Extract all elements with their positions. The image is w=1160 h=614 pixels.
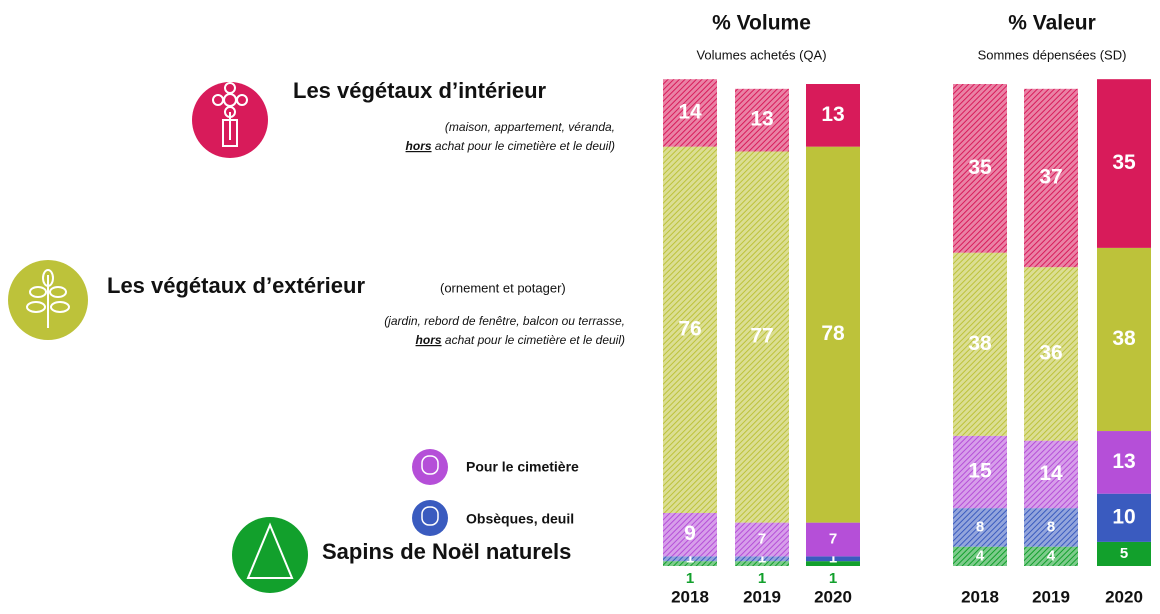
icon-interior-glyph — [212, 82, 248, 147]
value-label: 1 — [829, 570, 837, 587]
value-label: 36 — [1039, 341, 1062, 364]
value-label: 14 — [678, 100, 702, 123]
value-label: 15 — [968, 460, 992, 483]
value-label: 9 — [684, 522, 696, 545]
icons — [8, 82, 448, 593]
icon-cemetery-glyph — [421, 455, 439, 475]
chart-title: % Valeur — [1008, 12, 1096, 35]
legend-detail: (ornement et potager) — [440, 280, 566, 295]
icon-exterior-glyph — [26, 269, 70, 328]
bar-segment — [1097, 541, 1151, 566]
bar-segment — [735, 522, 789, 557]
bar-segment — [953, 508, 1007, 547]
value-label: 14 — [1039, 462, 1063, 485]
legend-name: Obsèques, deuil — [466, 511, 574, 527]
value-label: 1 — [758, 570, 766, 587]
bar-segment — [953, 546, 1007, 566]
note-text: achat pour le cimetière et le deuil) — [442, 333, 625, 347]
value-label: 13 — [821, 103, 844, 126]
bar-segment — [735, 556, 789, 562]
legend-name: Pour le cimetière — [466, 459, 579, 475]
value-label: 7 — [758, 530, 766, 547]
icon-funeral-glyph — [421, 506, 439, 526]
value-label: 13 — [1112, 450, 1135, 473]
bar-segment — [953, 252, 1007, 436]
value-label: 35 — [1112, 151, 1136, 174]
x-tick-label: 2020 — [1105, 587, 1143, 606]
bar-segment — [806, 84, 860, 147]
bar-segment — [953, 435, 1007, 509]
bar-segment — [806, 146, 860, 523]
value-label: 1 — [829, 550, 837, 567]
value-label: 78 — [821, 322, 845, 345]
x-tick-label: 2019 — [743, 587, 781, 606]
bar-segment — [1097, 431, 1151, 494]
value-label: 76 — [678, 317, 701, 340]
bar-segment — [806, 561, 860, 566]
bar-segment — [663, 512, 717, 557]
value-label: 38 — [1112, 327, 1136, 350]
value-label: 8 — [1047, 518, 1055, 535]
x-tick-label: 2018 — [671, 587, 709, 606]
legend-note: (maison, appartement, véranda, — [445, 120, 615, 134]
bar-segment — [1024, 508, 1078, 547]
bar-segment — [663, 556, 717, 562]
bar-segment — [663, 79, 717, 147]
bar-segment — [663, 561, 717, 566]
bar-segment — [806, 556, 860, 562]
x-tick-label: 2020 — [814, 587, 852, 606]
bar-segment — [1024, 267, 1078, 441]
icon-tree — [232, 517, 308, 593]
x-tick-label: 2018 — [961, 587, 999, 606]
bar-segment — [1024, 546, 1078, 566]
legend-name: Les végétaux d’intérieur — [293, 78, 547, 103]
chart-subtitle: Volumes achetés (QA) — [696, 47, 826, 62]
value-label: 1 — [686, 570, 694, 587]
bar-segment — [1024, 440, 1078, 509]
legend-name: Les végétaux d’extérieur — [107, 273, 365, 298]
icon-cemetery — [412, 449, 448, 485]
bar-segment — [806, 522, 860, 557]
legend-note: (jardin, rebord de fenêtre, balcon ou te… — [384, 314, 625, 328]
legend-name: Sapins de Noël naturels — [322, 539, 571, 564]
bar-segment — [735, 561, 789, 566]
value-label: 37 — [1039, 166, 1062, 189]
value-label: 5 — [1120, 545, 1128, 562]
legend-note: hors achat pour le cimetière et le deuil… — [416, 333, 625, 347]
bar-segment — [1097, 79, 1151, 248]
bar-segment — [735, 151, 789, 523]
value-label: 38 — [968, 332, 992, 355]
icon-funeral — [412, 500, 448, 536]
value-label: 10 — [1112, 505, 1135, 528]
note-emphasis: hors — [406, 139, 432, 153]
legend: Les végétaux d’intérieur Les végétaux d’e… — [107, 78, 625, 564]
chart-title: % Volume — [712, 12, 811, 35]
value-label: 4 — [1047, 547, 1056, 564]
value-label: 13 — [750, 108, 773, 131]
value-label: 7 — [829, 530, 837, 547]
legend-note: hors achat pour le cimetière et le deuil… — [406, 139, 615, 153]
value-label: 1 — [758, 550, 766, 567]
bar-segment — [663, 146, 717, 513]
bar-segment — [1024, 88, 1078, 268]
icon-tree-glyph — [246, 522, 294, 579]
bar-segment — [1097, 493, 1151, 542]
value-label: 77 — [750, 325, 773, 348]
value-label: 8 — [976, 518, 984, 535]
value-label: 35 — [968, 156, 992, 179]
bar-segment — [953, 84, 1007, 253]
note-text: achat pour le cimetière et le deuil) — [432, 139, 615, 153]
chart-subtitle: Sommes dépensées (SD) — [978, 47, 1127, 62]
value-label: 4 — [976, 547, 985, 564]
bar-segment — [735, 88, 789, 152]
value-label: 1 — [686, 550, 694, 567]
bar-segment — [1097, 247, 1151, 432]
x-tick-label: 2019 — [1032, 587, 1070, 606]
note-emphasis: hors — [416, 333, 442, 347]
